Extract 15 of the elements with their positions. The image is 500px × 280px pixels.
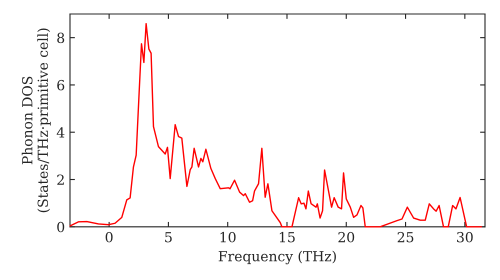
x-tick-label: 0 <box>106 232 113 242</box>
y-tick-label: 2 <box>57 174 64 185</box>
x-tick-label: 15 <box>280 232 295 242</box>
y-tick-label: 0 <box>57 222 64 232</box>
y-axis-title: Phonon DOS (States/THz·primitive cell) <box>22 28 51 212</box>
x-tick-label: 30 <box>457 232 473 242</box>
line-series <box>69 23 482 228</box>
y-tick-label: 4 <box>56 127 64 138</box>
x-axis-title: Frequency (THz) <box>218 250 336 264</box>
x-tick-label: 20 <box>338 232 354 242</box>
y-tick-label: 6 <box>57 80 64 90</box>
x-tick-label: 25 <box>398 232 414 242</box>
x-tick-label: 10 <box>220 232 236 242</box>
y-tick-label: 8 <box>57 32 64 44</box>
x-tick-label: 5 <box>165 232 172 242</box>
